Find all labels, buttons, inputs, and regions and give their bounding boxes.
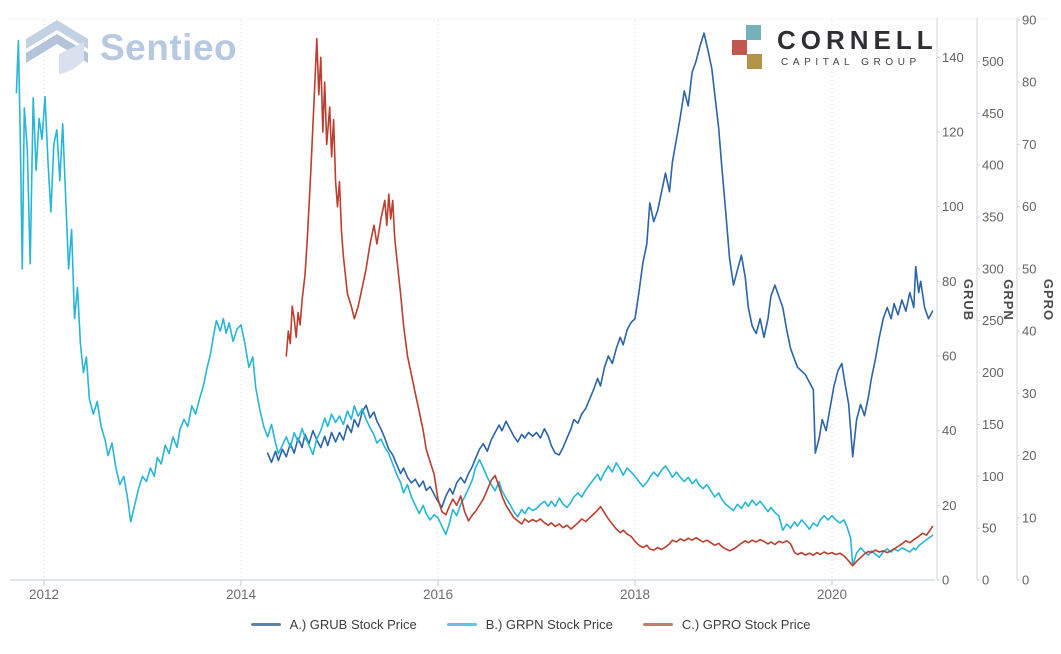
sentieo-logo-icon (26, 20, 88, 74)
cornell-logo-text: CORNELL CAPITAL GROUP (777, 27, 938, 68)
y-tick-label-GRPN-450: 450 (982, 106, 1004, 121)
y-tick-label-GPRO-40: 40 (1022, 324, 1036, 339)
cornell-logo: CORNELL CAPITAL GROUP (732, 25, 938, 70)
series-line-grpn (15, 39, 934, 567)
cornell-red-square (732, 40, 747, 55)
y-tick-label-GPRO-80: 80 (1022, 75, 1036, 90)
series-line-gpro (285, 37, 934, 567)
y-tick-label-GRUB-120: 120 (942, 125, 964, 140)
y-tick-label-GRUB-40: 40 (942, 423, 956, 438)
legend-label-gpro: C.) GPRO Stock Price (681, 617, 811, 632)
y-tick-label-GRUB-60: 60 (942, 349, 956, 364)
y-tick-label-GRPN-300: 300 (982, 261, 1004, 276)
y-tick-label-GRPN-350: 350 (982, 210, 1004, 225)
y-tick-label-GRPN-0: 0 (982, 573, 989, 588)
x-tick-label-2018: 2018 (620, 587, 650, 602)
y-axis-title-GRPN: GRPN (1001, 279, 1016, 321)
legend-swatch-gpro (642, 623, 673, 626)
y-tick-label-GPRO-30: 30 (1022, 386, 1036, 401)
y-tick-label-GRUB-20: 20 (942, 498, 956, 513)
y-tick-label-GPRO-60: 60 (1022, 199, 1036, 214)
cornell-subtitle: CAPITAL GROUP (781, 57, 921, 68)
cornell-logo-icon (732, 25, 764, 70)
y-tick-label-GPRO-70: 70 (1022, 137, 1036, 152)
legend-item-gpro: C.) GPRO Stock Price (642, 617, 811, 632)
x-tick-label-2014: 2014 (226, 587, 257, 602)
x-tick-label-2012: 2012 (29, 587, 59, 602)
y-tick-label-GRUB-80: 80 (942, 274, 956, 289)
y-axis-title-GRUB: GRUB (961, 279, 976, 321)
legend-item-grpn: B.) GRPN Stock Price (446, 617, 613, 632)
legend-swatch-grpn (446, 623, 477, 626)
y-tick-label-GPRO-10: 10 (1022, 510, 1036, 525)
sentieo-watermark: Sentieo (26, 20, 237, 76)
legend-swatch-grub (250, 623, 281, 626)
cornell-name: CORNELL (777, 25, 938, 55)
y-tick-label-GPRO-20: 20 (1022, 448, 1036, 463)
y-tick-label-GRPN-150: 150 (982, 417, 1004, 432)
chart-legend: A.) GRUB Stock Price B.) GRPN Stock Pric… (0, 617, 1061, 632)
y-tick-label-GPRO-50: 50 (1022, 261, 1036, 276)
cornell-teal-square (746, 25, 761, 40)
cornell-gold-square (747, 54, 762, 69)
y-tick-label-GRPN-500: 500 (982, 54, 1004, 69)
y-tick-label-GPRO-0: 0 (1022, 573, 1029, 588)
legend-label-grpn: B.) GRPN Stock Price (485, 617, 613, 632)
y-tick-label-GRPN-250: 250 (982, 313, 1004, 328)
y-axis-title-GPRO: GPRO (1041, 279, 1056, 321)
y-tick-label-GRUB-100: 100 (942, 199, 964, 214)
y-tick-label-GRPN-50: 50 (982, 521, 996, 536)
x-tick-label-2020: 2020 (817, 587, 847, 602)
y-tick-label-GRUB-140: 140 (942, 50, 964, 65)
y-tick-label-GRPN-200: 200 (982, 365, 1004, 380)
y-tick-label-GRPN-400: 400 (982, 158, 1004, 173)
y-tick-label-GRUB-0: 0 (942, 573, 949, 588)
legend-item-grub: A.) GRUB Stock Price (250, 617, 417, 632)
sentieo-logo-text: Sentieo (100, 27, 238, 68)
legend-label-grub: A.) GRUB Stock Price (289, 617, 417, 632)
y-tick-label-GPRO-90: 90 (1022, 13, 1036, 28)
x-tick-label-2016: 2016 (423, 587, 453, 602)
series-line-grub (266, 32, 934, 509)
y-tick-label-GRPN-100: 100 (982, 469, 1004, 484)
